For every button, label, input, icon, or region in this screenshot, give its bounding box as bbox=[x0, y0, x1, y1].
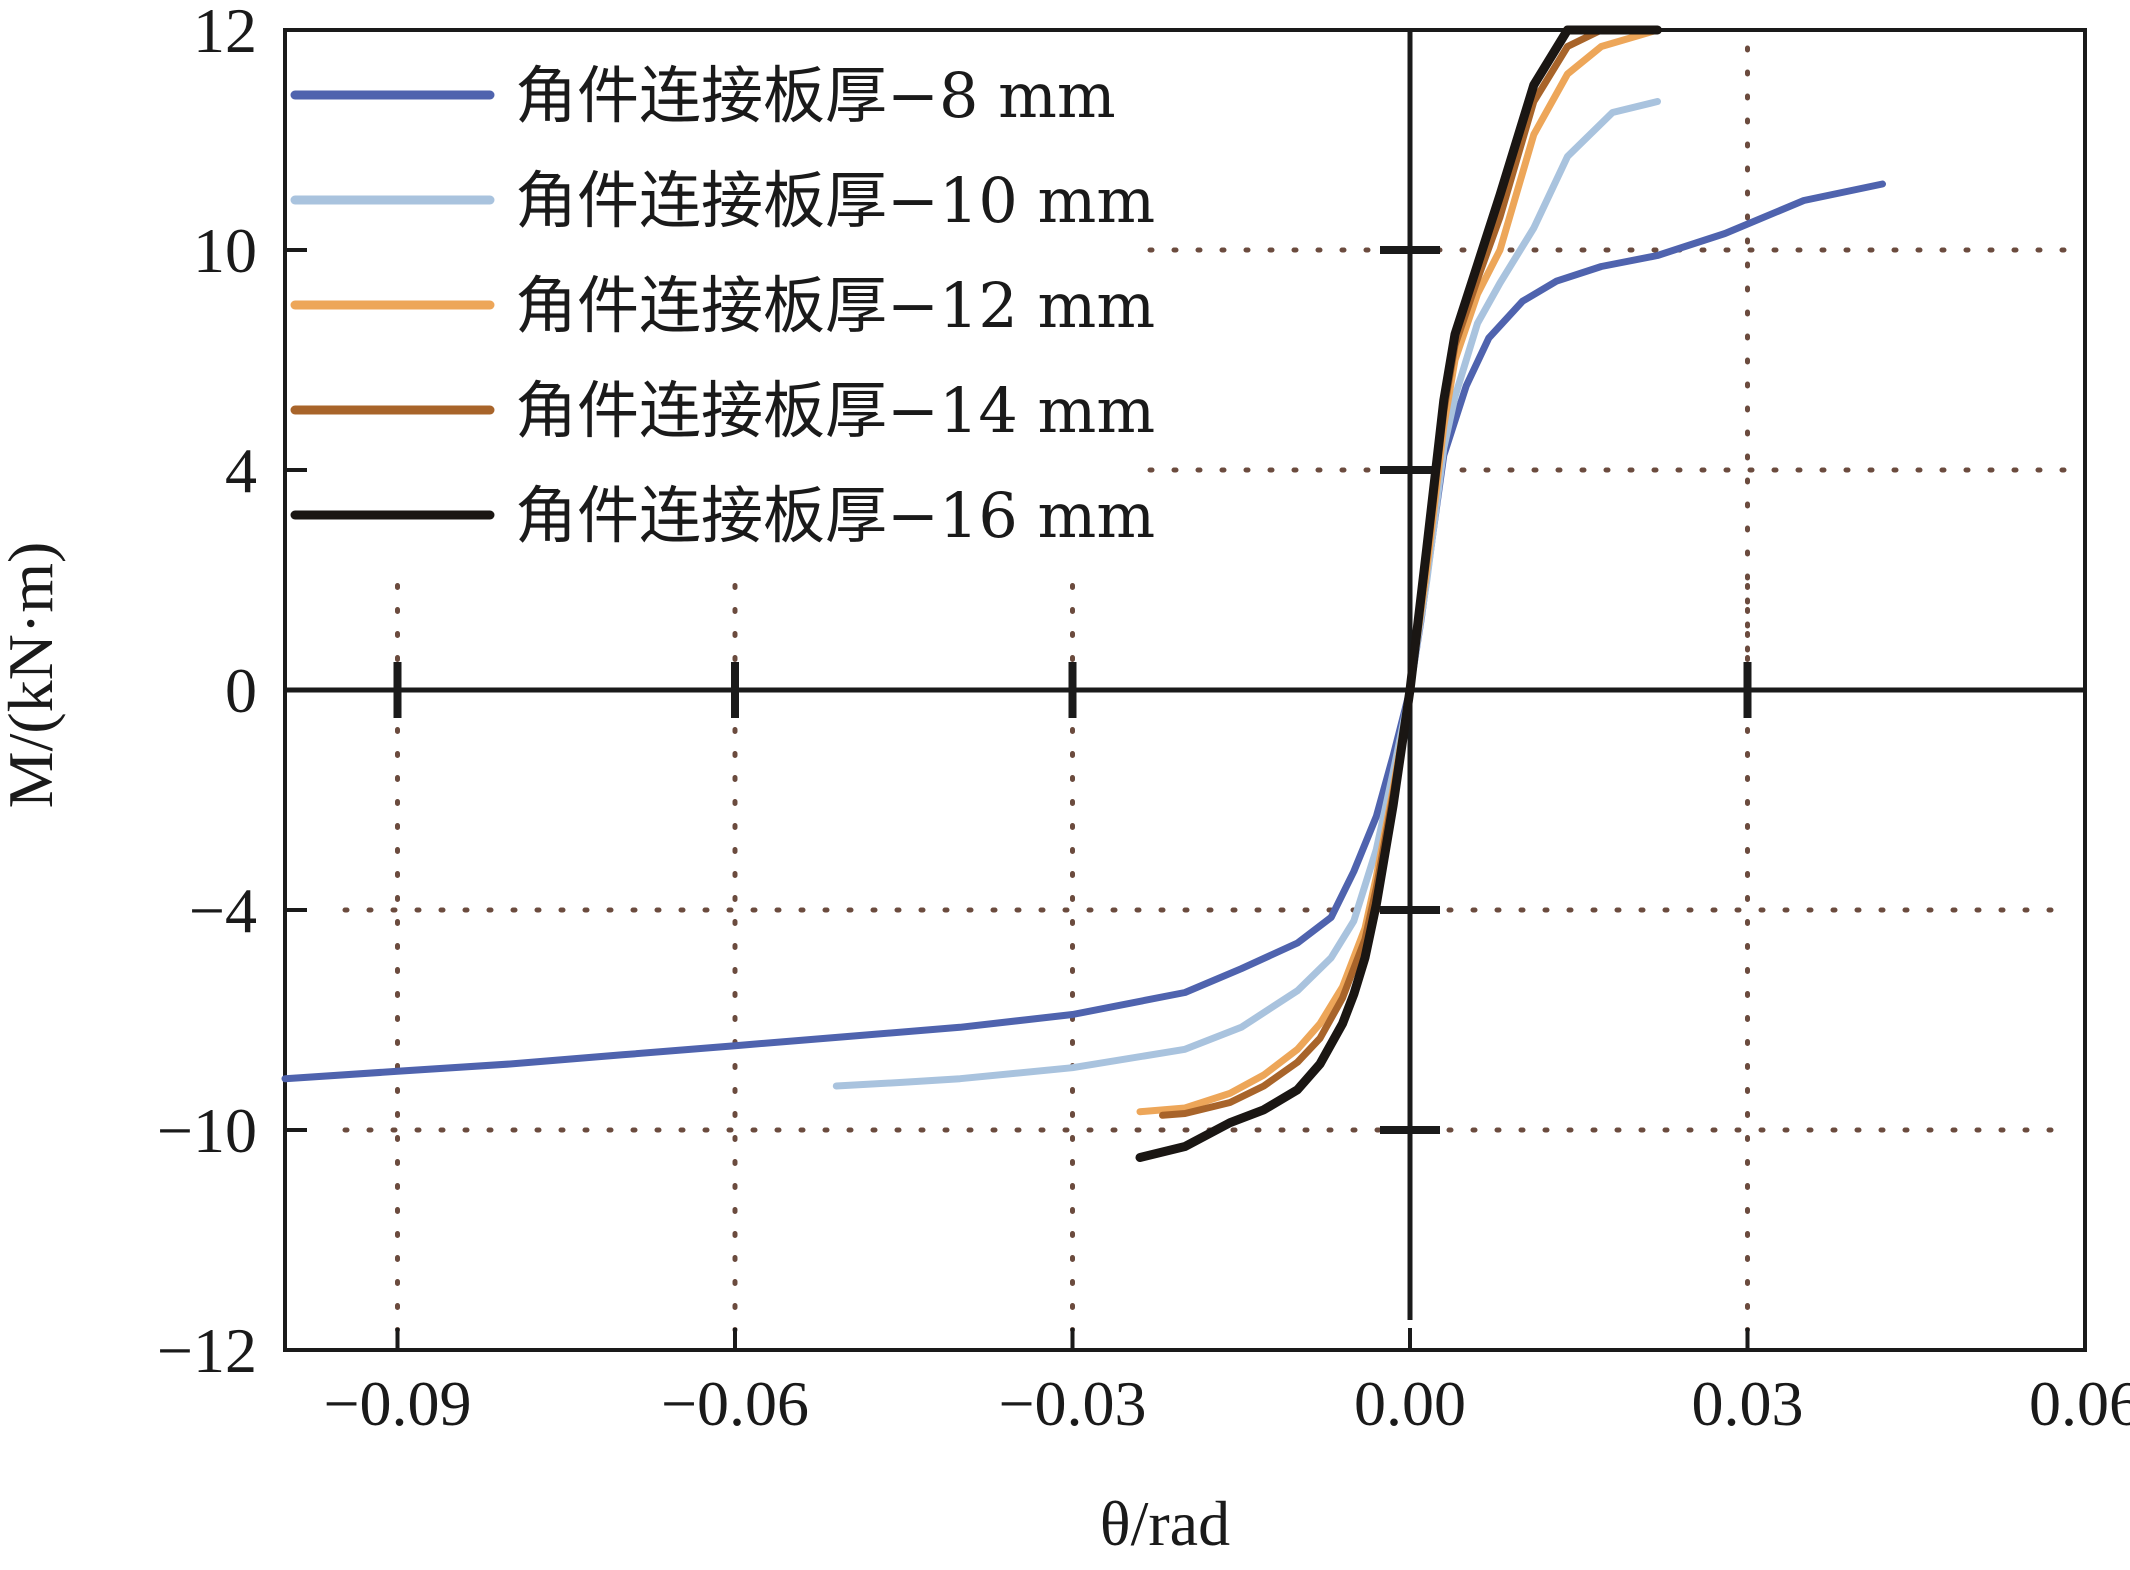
series-line bbox=[281, 180, 1886, 1083]
x-axis-title: θ/rad bbox=[1100, 1488, 1230, 1559]
y-tick-label: −10 bbox=[157, 1095, 257, 1166]
x-tick-label: −0.06 bbox=[661, 1368, 809, 1439]
legend: 角件连接板厚−8 mm 角件连接板厚−10 mm 角件连接板厚−12 mm 角件连接板… bbox=[290, 59, 1155, 552]
y-tick-label: −12 bbox=[157, 1315, 257, 1386]
y-tick-label: 0 bbox=[225, 655, 257, 726]
y-axis-title: M/(kN·m) bbox=[0, 542, 66, 809]
x-tick-label: −0.03 bbox=[998, 1368, 1146, 1439]
x-tick-label: −0.09 bbox=[323, 1368, 471, 1439]
legend-item: 角件连接板厚−16 mm bbox=[290, 479, 1155, 552]
tick-labels: −0.09 −0.06 −0.03 0.00 0.03 0.06 12 10 4 0 −4 −10 −1… bbox=[157, 0, 2130, 1439]
legend-item: 角件连接板厚−10 mm bbox=[290, 164, 1155, 237]
legend-label: 角件连接板厚−8 mm bbox=[515, 59, 1116, 132]
x-tick-label: 0.06 bbox=[2029, 1368, 2130, 1439]
legend-item: 角件连接板厚−14 mm bbox=[290, 374, 1155, 447]
legend-item: 角件连接板厚−12 mm bbox=[290, 269, 1155, 342]
legend-label: 角件连接板厚−10 mm bbox=[515, 164, 1155, 237]
legend-item: 角件连接板厚−8 mm bbox=[290, 59, 1116, 132]
legend-label: 角件连接板厚−16 mm bbox=[515, 479, 1155, 552]
axes bbox=[283, 28, 2087, 1352]
series-line bbox=[1136, 26, 1661, 1116]
legend-label: 角件连接板厚−12 mm bbox=[515, 269, 1155, 342]
y-tick-label: −4 bbox=[189, 875, 257, 946]
y-tick-label: 12 bbox=[193, 0, 257, 66]
y-tick-label: 10 bbox=[193, 215, 257, 286]
series-line bbox=[1135, 25, 1662, 1162]
y-tick-label: 4 bbox=[225, 435, 257, 506]
series-group bbox=[281, 25, 1886, 1162]
x-tick-label: 0.00 bbox=[1354, 1368, 1466, 1439]
x-tick-label: 0.03 bbox=[1692, 1368, 1804, 1439]
legend-label: 角件连接板厚−14 mm bbox=[515, 374, 1155, 447]
